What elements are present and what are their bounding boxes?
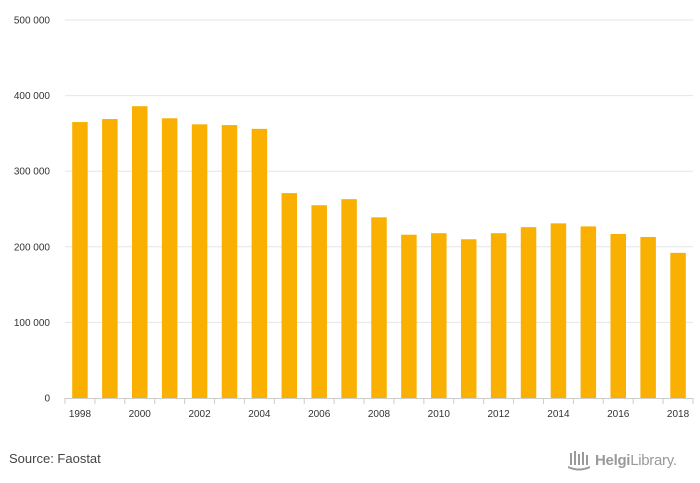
logo-text-rest: Library. [630,451,677,469]
bar-2014 [550,223,567,398]
bar-chart: 0 100 000 200 000 300 000 400 000 500 000 199… [14,16,694,420]
helgilibrary-logo[interactable]: HelgiLibrary. [567,447,693,473]
x-tick-label: 2012 [487,409,510,420]
bar-2009 [401,234,417,398]
x-tick-label: 2014 [547,409,570,420]
x-axis-ticks [64,398,694,404]
x-tick-label: 2002 [188,409,211,420]
bar-1998 [72,122,88,398]
bar-2003 [221,125,238,399]
bar-2013 [520,227,537,398]
y-tick-label: 400 000 [14,91,51,102]
bars [72,106,686,399]
y-tick-label: 100 000 [14,318,51,329]
bar-2011 [460,239,477,398]
x-tick-label: 2000 [129,409,152,420]
x-tick-label: 2008 [368,409,391,420]
y-axis-labels: 0 100 000 200 000 300 000 400 000 500 000 [14,16,51,405]
bar-2002 [191,124,208,398]
bar-2008 [371,217,387,398]
bar-2012 [490,233,507,398]
x-axis-labels: 1998 2000 2002 2004 2006 2008 2010 2012 2014 2016… [69,409,690,420]
source-note: Source: Faostat [9,451,101,466]
logo-text-bold: Helgi [595,451,631,469]
bar-2001 [161,118,178,398]
x-tick-label: 1998 [69,409,92,420]
logo-text: HelgiLibrary. [595,452,677,469]
bar-2000 [132,106,148,399]
bar-2007 [341,199,357,398]
bar-2004 [251,128,268,398]
bar-1999 [102,119,118,398]
bar-2005 [281,193,298,398]
x-tick-label: 2006 [308,409,331,420]
y-tick-label: 300 000 [14,167,51,178]
x-tick-label: 2004 [248,409,271,420]
bar-2017 [640,236,656,398]
bar-2006 [311,205,327,398]
y-tick-label: 500 000 [14,16,51,27]
x-tick-label: 2016 [607,409,630,420]
x-tick-label: 2010 [428,409,451,420]
y-tick-label: 200 000 [14,242,51,253]
bar-2015 [580,226,597,398]
bar-2016 [610,233,626,398]
bar-2010 [431,233,447,398]
y-tick-label: 0 [44,394,50,405]
bar-2018 [670,252,686,398]
library-icon [568,451,590,471]
x-tick-label: 2018 [667,409,690,420]
